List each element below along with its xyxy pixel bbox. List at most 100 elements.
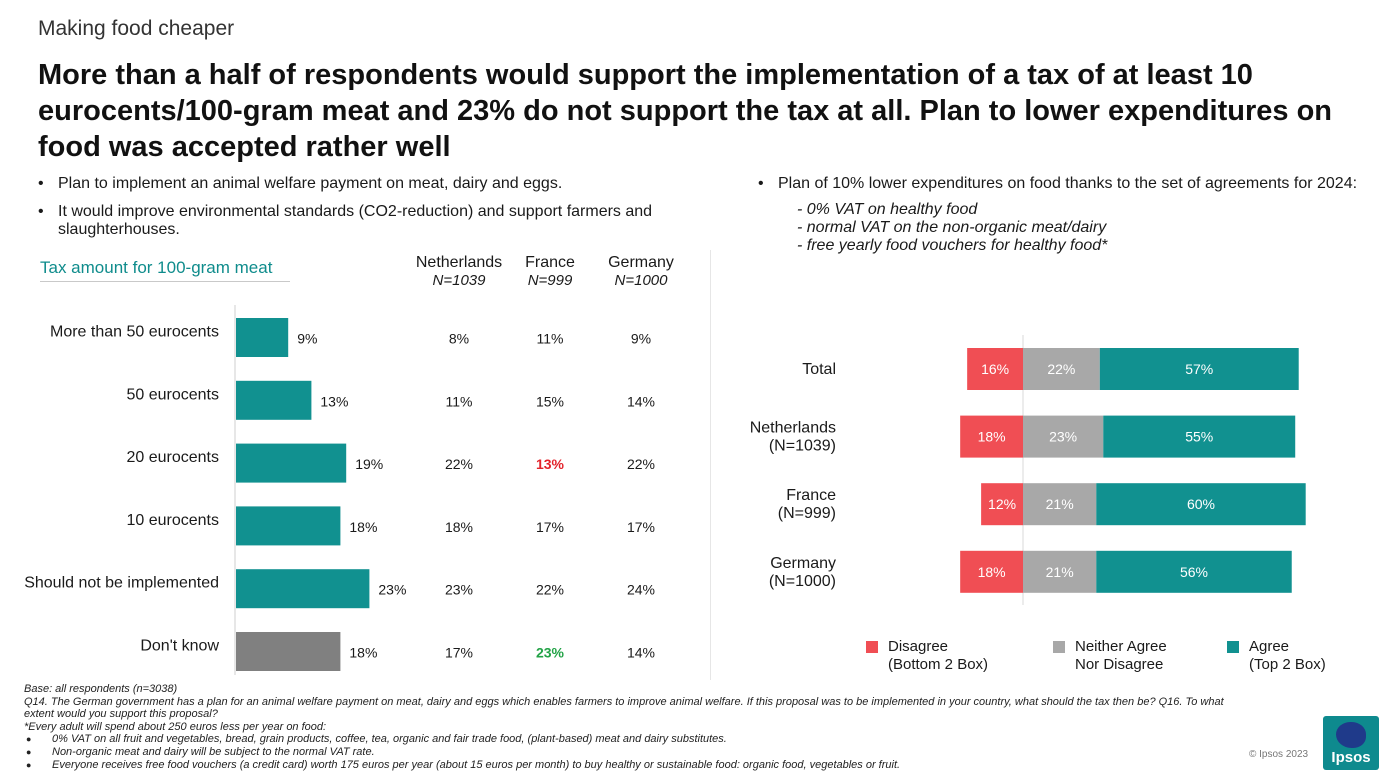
table-cell: 17%: [627, 519, 655, 535]
data-label: 60%: [1187, 496, 1215, 512]
bar-segment: [1099, 348, 1299, 390]
bar-segment: [1096, 483, 1306, 526]
bullet-item: Plan to implement an animal welfare paym…: [38, 175, 698, 193]
footnote-bullet: Everyone receives free food vouchers (a …: [24, 759, 1254, 772]
table-cell: 14%: [627, 645, 655, 661]
right-bullet-list: Plan of 10% lower expenditures on food t…: [758, 175, 1388, 203]
data-label: 56%: [1180, 564, 1208, 580]
column-sample-size: N=1000: [614, 272, 668, 289]
copyright: © Ipsos 2023: [1249, 749, 1309, 760]
category-label: 10 eurocents: [126, 512, 219, 529]
data-label: 18%: [978, 429, 1006, 445]
legend-label: Agree: [1249, 638, 1290, 655]
bar: [236, 443, 347, 483]
category-label: Should not be implemented: [24, 575, 219, 592]
footnote-note: *Every adult will spend about 250 euros …: [24, 720, 327, 733]
table-cell: 22%: [445, 456, 473, 472]
table-cell: 15%: [536, 393, 564, 409]
bar-segment: [981, 483, 1023, 526]
data-label: 19%: [355, 456, 383, 472]
category-label: More than 50 eurocents: [50, 324, 219, 341]
column-name: Germany: [608, 254, 674, 271]
legend-item-disagree: Disagree (Bottom 2 Box): [866, 638, 988, 674]
sub-item: - free yearly food vouchers for healthy …: [797, 237, 1108, 254]
left-bullet-list: Plan to implement an animal welfare paym…: [38, 175, 698, 249]
table-cell: 17%: [536, 519, 564, 535]
support-stacked-bar-chart: Total 16% 22% 57% Netherlands(N=1039) 18% 23% 5…: [750, 335, 1306, 605]
column-header-france: France N=999: [495, 254, 605, 290]
legend-label: (Top 2 Box): [1249, 656, 1326, 673]
sub-item: - normal VAT on the non-organic meat/dai…: [797, 219, 1107, 236]
legend-label: Nor Disagree: [1075, 656, 1164, 673]
table-cell: 11%: [537, 331, 564, 347]
data-label: 21%: [1046, 564, 1074, 580]
category-label: France: [786, 487, 836, 504]
bar: [236, 380, 312, 420]
ipsos-logo: Ipsos: [1323, 716, 1379, 770]
data-label: 9%: [297, 331, 317, 347]
category-label: Total: [802, 361, 836, 378]
data-label: 21%: [1046, 496, 1074, 512]
table-cell: 8%: [449, 331, 469, 347]
footnote-bullet: Non-organic meat and dairy will be subje…: [24, 746, 1254, 759]
category-label: Germany: [770, 555, 836, 572]
legend-label: (Bottom 2 Box): [888, 656, 989, 673]
bar-segment: [1023, 483, 1097, 526]
logo-wordmark: Ipsos: [1331, 749, 1371, 766]
table-cell: 11%: [446, 393, 473, 409]
table-cell: 22%: [627, 456, 655, 472]
bar: [236, 632, 341, 671]
bullet-item: Plan of 10% lower expenditures on food t…: [758, 175, 1388, 193]
bullet-item: It would improve environmental standards…: [38, 203, 698, 239]
footnote-bullet: 0% VAT on all fruit and vegetables, brea…: [24, 733, 1254, 746]
table-cell: 14%: [627, 393, 655, 409]
bar: [236, 318, 289, 357]
bar-segment: [1103, 415, 1296, 458]
legend-item-neither: Neither Agree Nor Disagree: [1053, 638, 1167, 674]
category-label: (N=1039): [769, 438, 836, 455]
legend-swatch: [866, 641, 878, 653]
category-label: 50 eurocents: [126, 386, 219, 403]
data-label: 18%: [978, 564, 1006, 580]
data-label: 12%: [988, 496, 1016, 512]
bar-segment: [967, 348, 1023, 390]
bar-segment: [1096, 550, 1292, 593]
page-title: More than a half of respondents would su…: [38, 59, 1332, 163]
agreement-sub-items: - 0% VAT on healthy food - normal VAT on…: [797, 201, 1107, 255]
section-kicker: Making food cheaper: [38, 17, 235, 40]
bar: [236, 506, 341, 546]
table-cell: 9%: [631, 331, 651, 347]
data-label: 23%: [378, 582, 406, 598]
table-cell: 23%: [536, 645, 565, 661]
legend-item-agree: Agree (Top 2 Box): [1227, 638, 1326, 674]
data-label: 22%: [1047, 361, 1075, 377]
table-cell: 22%: [536, 582, 564, 598]
legend-label: Neither Agree: [1075, 638, 1167, 655]
data-label: 18%: [349, 645, 377, 661]
data-label: 55%: [1185, 429, 1213, 445]
bar-segment: [1023, 348, 1100, 390]
legend-label: Disagree: [888, 638, 949, 655]
data-label: 16%: [981, 361, 1009, 377]
bar-segment: [960, 550, 1023, 593]
column-sample-size: N=1039: [432, 272, 486, 289]
column-name: France: [525, 254, 575, 271]
footnote-question: Q14. The German government has a plan fo…: [24, 695, 1224, 721]
bar-segment: [1023, 415, 1104, 458]
category-label: (N=999): [778, 505, 836, 522]
bar: [236, 569, 370, 609]
category-label: 20 eurocents: [126, 449, 219, 466]
category-label: Netherlands: [750, 420, 836, 437]
data-label: 23%: [1049, 429, 1077, 445]
logo-mark-icon: [1336, 722, 1366, 748]
footnotes: Base: all respondents (n=3038) Q14. The …: [24, 683, 1254, 771]
sub-item: - 0% VAT on healthy food: [797, 201, 978, 218]
legend-swatch: [1053, 641, 1065, 653]
data-label: 57%: [1185, 361, 1213, 377]
table-cell: 18%: [445, 519, 473, 535]
table-cell: 23%: [445, 582, 473, 598]
bar-segment: [960, 415, 1023, 458]
bar-segment: [1023, 550, 1097, 593]
column-sample-size: N=999: [527, 272, 573, 289]
category-label: Don't know: [140, 638, 219, 655]
